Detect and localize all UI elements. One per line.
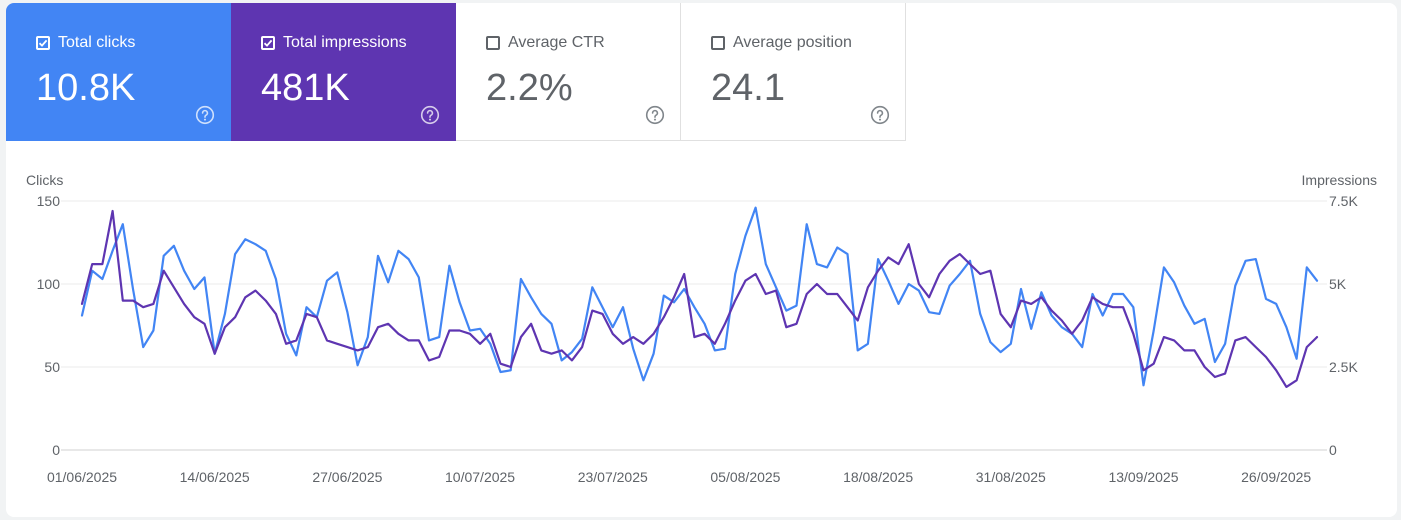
help-icon[interactable] (195, 105, 215, 125)
help-icon[interactable] (420, 105, 440, 125)
metric-average-position[interactable]: Average position 24.1 (681, 3, 906, 141)
x-tick-label: 14/06/2025 (180, 469, 250, 485)
metric-label: Total clicks (58, 34, 136, 51)
x-tick-label: 10/07/2025 (445, 469, 515, 485)
metric-value: 24.1 (711, 67, 785, 109)
x-tick-label: 18/08/2025 (843, 469, 913, 485)
right-tick-label: 0 (1329, 442, 1337, 458)
series-line-impressions (80, 209, 1319, 388)
checkbox-unchecked-icon[interactable] (486, 36, 500, 50)
x-tick-label: 23/07/2025 (578, 469, 648, 485)
help-icon[interactable] (645, 105, 665, 125)
x-tick-label: 05/08/2025 (710, 469, 780, 485)
x-tick-label: 27/06/2025 (312, 469, 382, 485)
metric-value: 2.2% (486, 67, 573, 109)
right-axis-title: Impressions (1302, 172, 1377, 188)
gridlines (61, 200, 1327, 451)
performance-chart: Clicks 0 50 100 150 Impressions 0 2.5K 5K 7.5K 0… (26, 172, 1377, 485)
left-tick-label: 100 (37, 276, 61, 292)
performance-card: Total clicks 10.8K Total impressions 481… (6, 3, 1397, 517)
x-axis: 01/06/2025 14/06/2025 27/06/2025 10/07/2025… (47, 469, 1311, 485)
metric-value: 10.8K (36, 67, 136, 109)
x-tick-label: 13/09/2025 (1108, 469, 1178, 485)
right-axis: Impressions 0 2.5K 5K 7.5K (1302, 172, 1377, 458)
right-tick-label: 5K (1329, 276, 1347, 292)
metric-average-ctr[interactable]: Average CTR 2.2% (456, 3, 681, 141)
left-tick-label: 150 (37, 193, 61, 209)
right-tick-label: 2.5K (1329, 359, 1358, 375)
left-tick-label: 0 (52, 442, 60, 458)
chart-series (80, 206, 1319, 388)
checkbox-checked-icon[interactable] (261, 36, 275, 50)
left-axis: Clicks 0 50 100 150 (26, 172, 63, 458)
metric-value: 481K (261, 67, 350, 109)
left-tick-label: 50 (44, 359, 60, 375)
x-tick-label: 01/06/2025 (47, 469, 117, 485)
checkbox-checked-icon[interactable] (36, 36, 50, 50)
help-icon[interactable] (870, 105, 890, 125)
metric-label: Total impressions (283, 34, 407, 51)
left-axis-title: Clicks (26, 172, 63, 188)
metric-label: Average CTR (508, 34, 605, 51)
right-tick-label: 7.5K (1329, 193, 1358, 209)
checkbox-unchecked-icon[interactable] (711, 36, 725, 50)
series-line-clicks (80, 206, 1319, 387)
metric-label: Average position (733, 34, 852, 51)
x-tick-label: 31/08/2025 (976, 469, 1046, 485)
metric-total-clicks[interactable]: Total clicks 10.8K (6, 3, 231, 141)
metric-total-impressions[interactable]: Total impressions 481K (231, 3, 456, 141)
metric-tabs: Total clicks 10.8K Total impressions 481… (6, 3, 906, 141)
x-tick-label: 26/09/2025 (1241, 469, 1311, 485)
